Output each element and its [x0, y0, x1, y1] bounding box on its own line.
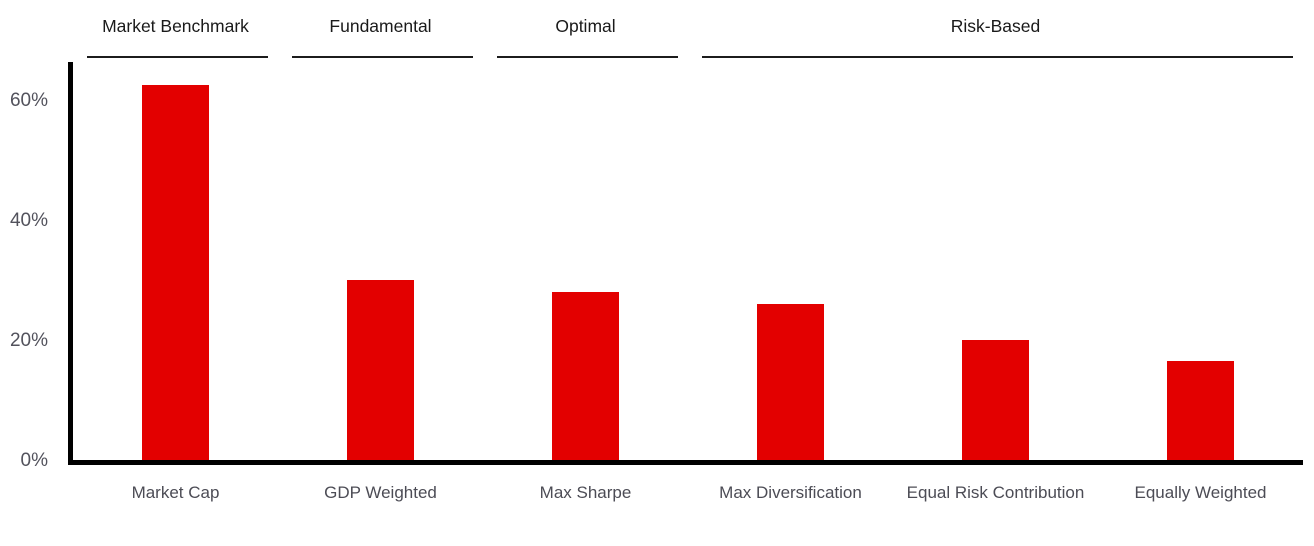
group-label-risk-based: Risk-Based — [950, 16, 1041, 36]
y-tick-20: 20% — [9, 330, 48, 351]
x-label-equal-risk-contribution: Equal Risk Contribution — [906, 483, 1085, 502]
group-underline-market-benchmark — [87, 56, 268, 58]
group-label-optimal: Optimal — [555, 16, 616, 36]
x-label-market-cap: Market Cap — [131, 483, 220, 502]
group-label-market-benchmark: Market Benchmark — [102, 16, 249, 36]
bar-gdp-weighted — [347, 280, 414, 460]
x-label-max-diversification: Max Diversification — [719, 483, 862, 502]
bar-max-sharpe — [552, 292, 619, 460]
bar-max-diversification — [757, 304, 824, 460]
plot-area — [68, 62, 1303, 465]
group-label-fundamental: Fundamental — [329, 16, 432, 36]
x-label-max-sharpe: Max Sharpe — [539, 483, 632, 502]
bar-equal-risk-contribution — [962, 340, 1029, 460]
group-underline-risk-based — [702, 56, 1293, 58]
bar-market-cap — [142, 85, 209, 460]
group-underline-optimal — [497, 56, 678, 58]
x-label-gdp-weighted: GDP Weighted — [324, 483, 437, 502]
y-tick-40: 40% — [9, 210, 48, 231]
x-label-equally-weighted: Equally Weighted — [1134, 483, 1267, 502]
bar-equally-weighted — [1167, 361, 1234, 460]
x-axis-category-labels: Market Cap GDP Weighted Max Sharpe Max Dive… — [68, 479, 1303, 541]
group-underline-fundamental — [292, 56, 473, 58]
y-tick-0: 0% — [20, 450, 48, 471]
y-tick-60: 60% — [9, 90, 48, 111]
